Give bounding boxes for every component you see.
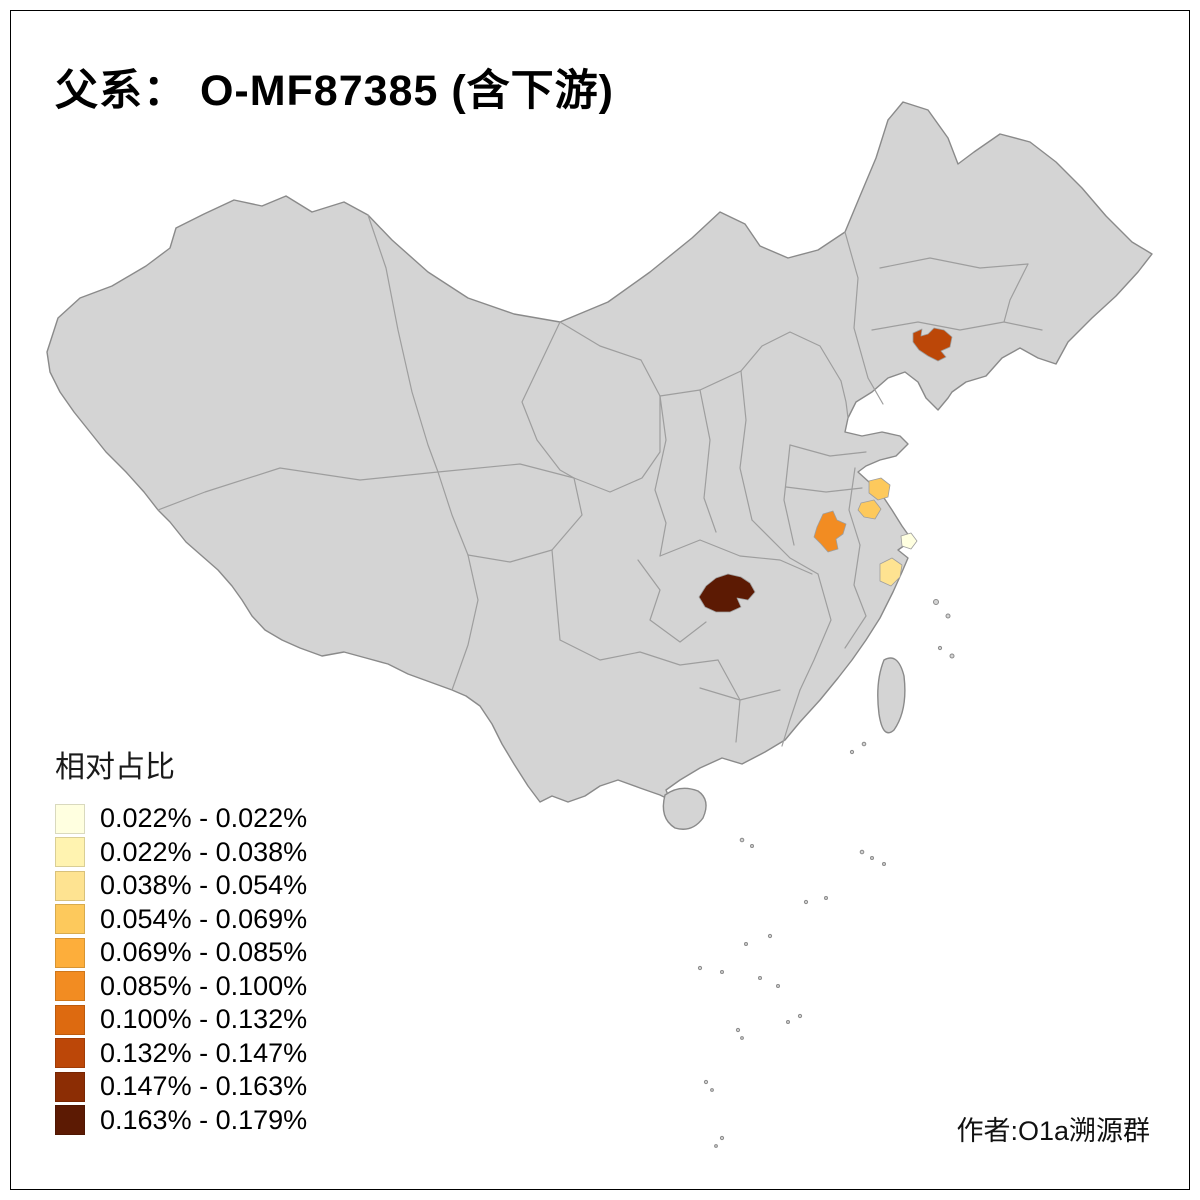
highlighted-regions (698, 327, 953, 613)
legend-label: 0.132% - 0.147% (100, 1037, 308, 1068)
legend-item: 0.100% - 0.132% (55, 1003, 307, 1037)
legend-item: 0.022% - 0.038% (55, 836, 307, 870)
province-borders (157, 214, 1043, 747)
legend-label: 0.163% - 0.179% (100, 1104, 308, 1135)
legend-label: 0.069% - 0.085% (100, 937, 308, 968)
highlight-northeast (912, 327, 953, 362)
mainland-shape (46, 101, 1153, 803)
highlight-southeast-coast (879, 557, 903, 587)
legend-swatch (55, 870, 85, 901)
legend-item: 0.163% - 0.179% (55, 1104, 307, 1138)
small-islands (697, 599, 955, 1148)
legend-item: 0.132% - 0.147% (55, 1037, 307, 1071)
highlight-east-coast-a (868, 477, 891, 501)
legend-swatch (55, 1038, 85, 1069)
page-title: 父系： O-MF87385 (含下游) (55, 67, 614, 115)
legend-swatch (55, 803, 85, 834)
legend-swatch (55, 937, 85, 968)
legend-label: 0.022% - 0.038% (100, 836, 308, 867)
legend-item: 0.147% - 0.163% (55, 1070, 307, 1104)
legend-label: 0.054% - 0.069% (100, 903, 308, 934)
legend: 相对占比 0.022% - 0.022% 0.022% - 0.038% 0.0… (55, 742, 307, 1137)
legend-label: 0.147% - 0.163% (100, 1071, 308, 1102)
legend-label: 0.085% - 0.100% (100, 970, 308, 1001)
legend-swatch (55, 837, 85, 868)
legend-item: 0.069% - 0.085% (55, 936, 307, 970)
plot-border (10, 10, 1190, 1190)
legend-label: 0.038% - 0.054% (100, 870, 308, 901)
legend-label: 0.022% - 0.022% (100, 803, 308, 834)
legend-title: 相对占比 (55, 751, 175, 784)
highlight-yangtze-delta (900, 532, 918, 550)
legend-swatch (55, 1071, 85, 1102)
highlight-east-central (813, 510, 847, 553)
highlight-central-south (698, 573, 756, 613)
legend-item: 0.085% - 0.100% (55, 970, 307, 1004)
hainan-island (662, 787, 707, 830)
highlight-east-coast-b (857, 499, 882, 520)
legend-label: 0.100% - 0.132% (100, 1004, 308, 1035)
legend-swatch (55, 1105, 85, 1136)
legend-item: 0.054% - 0.069% (55, 903, 307, 937)
legend-swatch (55, 971, 85, 1002)
legend-item: 0.022% - 0.022% (55, 802, 307, 836)
legend-swatch (55, 904, 85, 935)
legend-swatch (55, 1004, 85, 1035)
taiwan-island (877, 657, 906, 734)
legend-item: 0.038% - 0.054% (55, 869, 307, 903)
author-credit: 作者:O1a溯源群 (956, 1116, 1150, 1146)
